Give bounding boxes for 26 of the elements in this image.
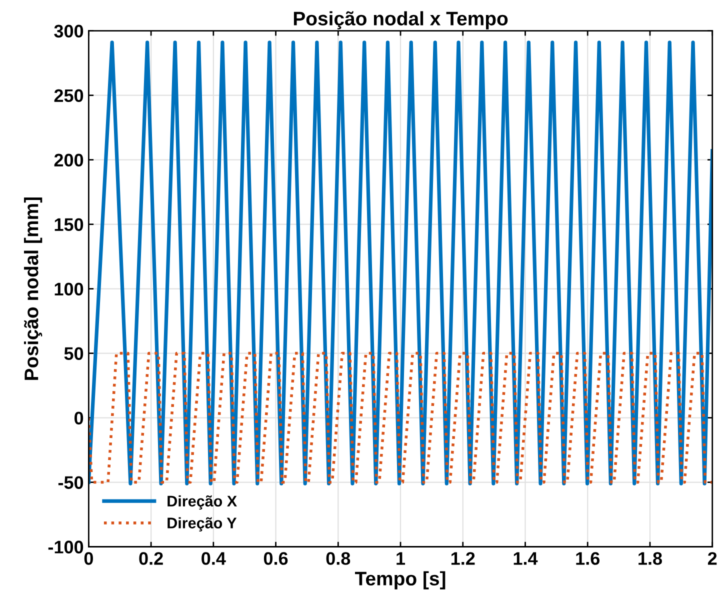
x-tick-label: 0.6 <box>264 552 288 565</box>
x-tick-label: 0.4 <box>202 552 226 565</box>
y-tick-label: 0 <box>74 412 84 424</box>
x-tick-label: 1.6 <box>576 552 600 565</box>
x-tick-label: 0.2 <box>139 552 163 565</box>
y-tick-label: 300 <box>54 24 84 38</box>
x-tick-label: 1 <box>396 552 406 565</box>
x-tick-label: 1.2 <box>451 552 475 565</box>
y-tick-label: 50 <box>64 347 84 360</box>
x-tick-label: 1.8 <box>638 552 662 565</box>
legend-label: Direção X <box>168 495 237 510</box>
line-series <box>88 40 712 486</box>
x-axis-title: Tempo [s] <box>355 571 446 590</box>
y-tick-label: 100 <box>54 282 84 296</box>
y-tick-label: 250 <box>54 89 84 102</box>
x-tick-label: 2 <box>708 552 717 565</box>
y-tick-label: -100 <box>48 540 84 554</box>
y-tick-label: 150 <box>54 218 84 232</box>
x-tick-label: 1.4 <box>514 552 538 565</box>
y-tick-label: 200 <box>54 154 84 167</box>
y-tick-label: -50 <box>58 476 84 489</box>
legend-label: Direção Y <box>168 517 237 532</box>
y-axis-title: Posição nodal [mm] <box>24 198 42 380</box>
x-tick-label: 0.8 <box>326 552 350 565</box>
chart-title: Posição nodal x Tempo <box>294 11 508 30</box>
x-tick-label: 0 <box>84 552 93 565</box>
